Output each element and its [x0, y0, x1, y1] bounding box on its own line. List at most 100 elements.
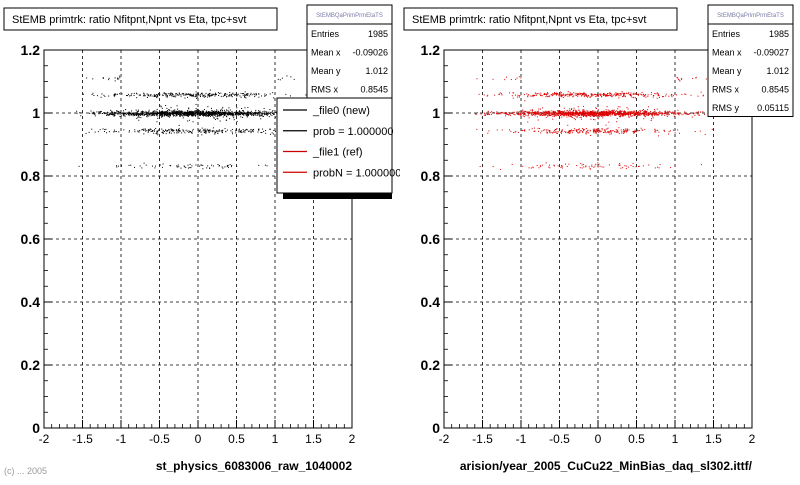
data-point: [257, 114, 259, 116]
data-point: [527, 112, 529, 114]
data-point: [598, 129, 600, 131]
data-point: [169, 94, 171, 96]
data-point: [266, 111, 268, 113]
data-point: [551, 131, 553, 133]
data-point: [198, 113, 200, 115]
data-point: [128, 131, 130, 133]
data-point: [169, 93, 171, 95]
data-point: [545, 111, 547, 113]
data-point: [576, 113, 578, 115]
data-point: [174, 113, 176, 115]
data-point: [585, 114, 587, 116]
data-point: [613, 112, 615, 114]
data-point: [544, 93, 546, 95]
data-point: [254, 96, 256, 98]
data-point: [508, 114, 510, 116]
data-point: [571, 93, 573, 95]
data-point: [212, 94, 214, 96]
data-point: [505, 111, 507, 113]
data-point: [604, 114, 606, 116]
data-point: [263, 113, 265, 115]
data-point: [217, 133, 219, 135]
data-point: [546, 112, 548, 114]
data-point: [656, 114, 658, 116]
data-point: [161, 128, 163, 130]
data-point: [541, 95, 543, 97]
data-point: [641, 94, 643, 96]
data-point: [192, 95, 194, 97]
data-point: [188, 119, 190, 121]
data-point: [566, 112, 568, 114]
data-point: [597, 115, 599, 117]
data-point: [639, 113, 641, 115]
left-chart-panel: StEMB primtrk: ratio Nfitpnt,Npnt vs Eta…: [0, 0, 401, 480]
data-point: [258, 96, 260, 98]
data-point: [581, 115, 583, 117]
data-point: [590, 95, 592, 97]
data-point: [189, 111, 191, 113]
data-point: [212, 165, 214, 167]
data-point: [600, 112, 602, 114]
data-point: [612, 111, 614, 113]
data-point: [180, 113, 182, 115]
data-point: [242, 113, 244, 115]
data-point: [531, 128, 533, 130]
data-point: [273, 130, 275, 132]
data-point: [182, 115, 184, 117]
data-point: [199, 114, 201, 116]
data-point: [583, 113, 585, 115]
data-point: [591, 94, 593, 96]
x-tick-label: 0: [195, 432, 202, 446]
data-point: [155, 114, 157, 116]
data-point: [202, 94, 204, 96]
data-point: [674, 165, 676, 167]
data-point: [582, 128, 584, 130]
data-point: [576, 129, 578, 131]
data-point: [524, 113, 526, 115]
data-point: [647, 113, 649, 115]
data-point: [615, 129, 617, 131]
data-point: [561, 116, 563, 118]
data-point: [685, 93, 687, 95]
data-point: [239, 111, 241, 113]
data-point: [611, 114, 613, 116]
data-point: [229, 112, 231, 114]
data-point: [587, 113, 589, 115]
data-point: [120, 112, 122, 114]
data-point: [605, 95, 607, 97]
data-point: [210, 112, 212, 114]
data-point: [623, 92, 625, 94]
data-point: [232, 114, 234, 116]
data-point: [219, 120, 221, 122]
data-point: [231, 128, 233, 130]
data-point: [143, 95, 145, 97]
data-point: [202, 93, 204, 95]
data-point: [99, 111, 101, 113]
data-point: [173, 112, 175, 114]
data-point: [140, 111, 142, 113]
data-point: [123, 112, 125, 114]
data-point: [106, 114, 108, 116]
data-point: [255, 94, 257, 96]
data-point: [598, 113, 600, 115]
data-point: [597, 94, 599, 96]
data-point: [118, 131, 120, 133]
data-point: [621, 132, 623, 134]
data-point: [571, 111, 573, 113]
data-point: [536, 113, 538, 115]
data-point: [668, 111, 670, 113]
data-point: [602, 94, 604, 96]
data-point: [213, 117, 215, 119]
data-point: [174, 109, 176, 111]
data-point: [200, 113, 202, 115]
x-axis: -2 -1.5 -1 -0.5 0 0.5 1 1.5 2: [39, 420, 356, 446]
data-point: [153, 130, 155, 132]
data-point: [183, 111, 185, 113]
data-point: [550, 113, 552, 115]
data-point: [159, 111, 161, 113]
data-point: [183, 165, 185, 167]
data-point: [172, 114, 174, 116]
data-point: [564, 163, 566, 165]
y-axis: 00.20.40.60.811.2: [421, 42, 452, 436]
data-point: [669, 111, 671, 113]
